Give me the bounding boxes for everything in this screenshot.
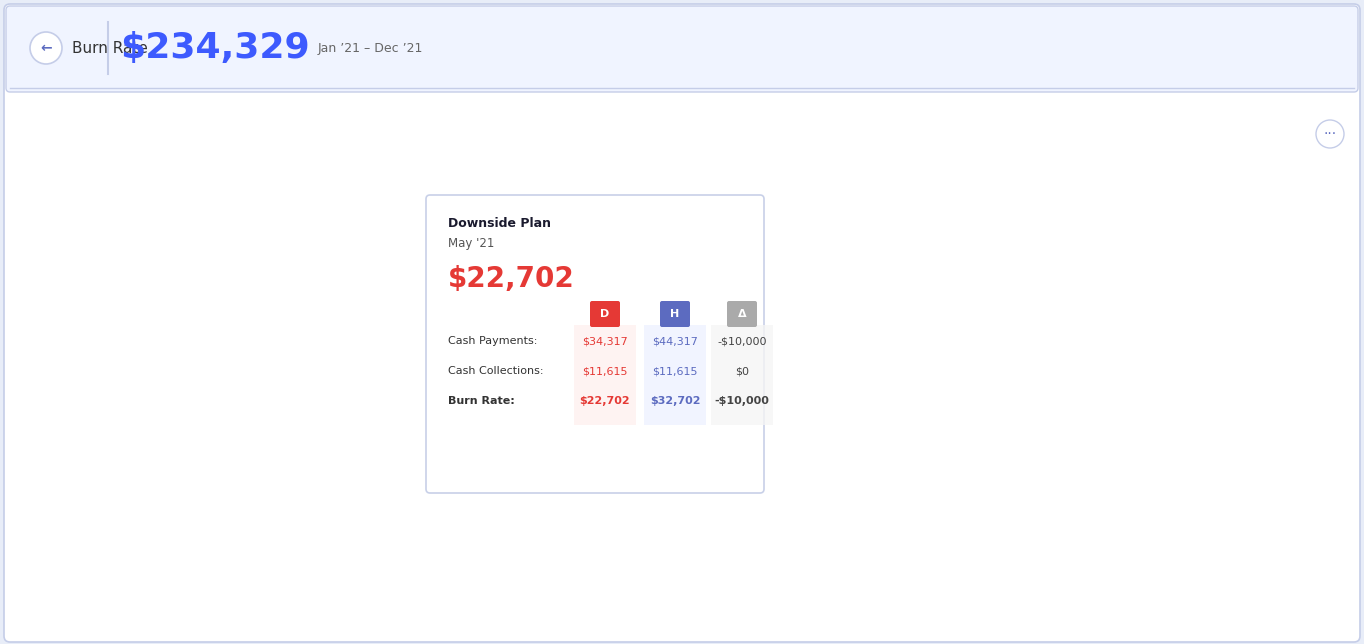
Bar	[237, 352, 274, 560]
Text: Burn Rate:: Burn Rate:	[447, 396, 514, 406]
Text: -$10,000: -$10,000	[717, 336, 767, 346]
Text: $22,702: $22,702	[447, 265, 574, 293]
Bar	[1060, 310, 1097, 560]
Text: $234,329: $234,329	[120, 31, 310, 65]
Bar	[1218, 393, 1255, 560]
Text: ←: ←	[40, 41, 52, 55]
Text: D: D	[600, 309, 610, 319]
Bar	[274, 247, 312, 560]
Text: Δ: Δ	[738, 309, 746, 319]
Text: $0: $0	[735, 366, 749, 376]
Text: $44,317: $44,317	[652, 336, 698, 346]
Bar	[1158, 299, 1195, 560]
Bar	[1022, 414, 1060, 560]
FancyBboxPatch shape	[4, 4, 1360, 642]
FancyBboxPatch shape	[426, 195, 764, 493]
Bar	[923, 446, 962, 560]
Text: Cash Payments:: Cash Payments:	[447, 336, 537, 346]
Bar	[630, 446, 667, 560]
FancyBboxPatch shape	[5, 6, 1359, 92]
Text: $11,615: $11,615	[652, 366, 698, 376]
Text: Downside Plan: Downside Plan	[447, 217, 551, 230]
Bar	[765, 446, 802, 560]
FancyBboxPatch shape	[591, 301, 621, 327]
Text: H: H	[670, 309, 679, 319]
Bar	[336, 320, 372, 560]
Text: $34,317: $34,317	[582, 336, 627, 346]
Bar	[471, 216, 509, 560]
FancyBboxPatch shape	[644, 325, 707, 425]
Text: $32,702: $32,702	[649, 396, 700, 406]
Circle shape	[30, 32, 61, 64]
Text: Burn Rate: Burn Rate	[72, 41, 147, 55]
FancyBboxPatch shape	[711, 325, 773, 425]
Bar	[434, 320, 471, 560]
Text: Cash Collections:: Cash Collections:	[447, 366, 543, 376]
Bar	[863, 446, 900, 560]
Bar	[1255, 289, 1293, 560]
Bar	[177, 236, 214, 560]
Text: -$10,000: -$10,000	[715, 396, 769, 406]
Bar	[1120, 404, 1158, 560]
FancyBboxPatch shape	[574, 325, 636, 425]
Text: $22,702: $22,702	[580, 396, 630, 406]
Bar	[827, 446, 863, 560]
Bar	[569, 446, 606, 560]
Bar	[532, 323, 569, 560]
FancyBboxPatch shape	[660, 301, 690, 327]
Text: ···: ···	[1323, 127, 1337, 141]
Bar	[962, 289, 998, 560]
Text: Jan ’21 – Dec ’21: Jan ’21 – Dec ’21	[318, 41, 423, 55]
Circle shape	[1316, 120, 1344, 148]
Bar	[667, 446, 704, 560]
Text: $11,615: $11,615	[582, 366, 627, 376]
Bar	[728, 446, 765, 560]
Bar	[372, 216, 411, 560]
Text: May '21: May '21	[447, 237, 494, 250]
Bar	[139, 341, 177, 560]
FancyBboxPatch shape	[727, 301, 757, 327]
